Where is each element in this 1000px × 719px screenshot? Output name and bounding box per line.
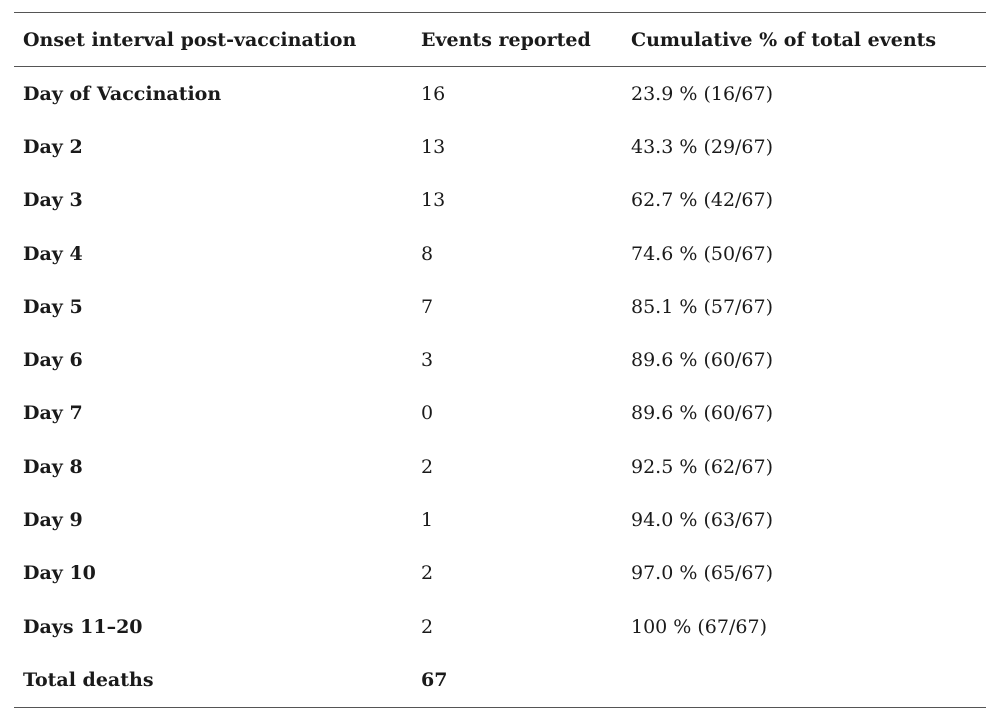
table-row: Day 7 0 89.6 % (60/67) [14,387,986,440]
total-label: Total deaths [23,668,154,691]
table-row: Days 11–20 2 100 % (67/67) [14,600,986,653]
row-interval: Day 9 [23,509,83,532]
row-events: 7 [421,295,434,318]
table-body: Day of Vaccination 16 23.9 % (16/67) Day 2 1… [14,67,986,653]
header-cumulative-percent: Cumulative % of total events [631,28,937,51]
table-top-rule [14,12,986,13]
table-row: Day 4 8 74.6 % (50/67) [14,227,986,280]
row-cumulative: 74.6 % (50/67) [631,242,774,265]
row-events: 1 [421,509,434,532]
row-cumulative: 23.9 % (16/67) [631,82,774,105]
table-row: Day 3 13 62.7 % (42/67) [14,174,986,227]
row-interval: Day of Vaccination [23,82,222,105]
table-row: Day 9 1 94.0 % (63/67) [14,493,986,546]
table-bottom-rule [14,706,986,708]
row-events: 2 [421,455,434,478]
row-cumulative: 92.5 % (62/67) [631,455,774,478]
row-events: 8 [421,242,434,265]
total-events: 67 [421,668,448,691]
row-interval: Day 10 [23,562,96,585]
table-row: Day 6 3 89.6 % (60/67) [14,333,986,386]
table-row: Day of Vaccination 16 23.9 % (16/67) [14,67,986,120]
row-cumulative: 62.7 % (42/67) [631,189,774,212]
row-interval: Day 6 [23,349,83,372]
header-events-reported: Events reported [421,28,591,51]
row-interval: Day 4 [23,242,83,265]
table-row: Day 5 7 85.1 % (57/67) [14,280,986,333]
row-interval: Day 7 [23,402,83,425]
row-interval: Day 5 [23,295,83,318]
row-cumulative: 94.0 % (63/67) [631,509,774,532]
row-events: 2 [421,562,434,585]
row-cumulative: 97.0 % (65/67) [631,562,774,585]
row-cumulative: 100 % (67/67) [631,615,767,638]
row-interval: Day 8 [23,455,83,478]
row-events: 0 [421,402,434,425]
row-cumulative: 89.6 % (60/67) [631,402,774,425]
row-events: 16 [421,82,446,105]
table-header-row: Onset interval post-vaccination Events r… [14,13,986,66]
row-interval: Day 3 [23,189,83,212]
row-cumulative: 89.6 % (60/67) [631,349,774,372]
row-events: 13 [421,189,446,212]
row-interval: Day 2 [23,135,83,158]
onset-interval-table: Onset interval post-vaccination Events r… [14,12,986,708]
header-onset-interval: Onset interval post-vaccination [23,28,357,51]
table-row: Day 2 13 43.3 % (29/67) [14,120,986,173]
row-interval: Days 11–20 [23,615,143,638]
row-events: 13 [421,135,446,158]
row-events: 2 [421,615,434,638]
row-cumulative: 85.1 % (57/67) [631,295,774,318]
table-row: Day 8 2 92.5 % (62/67) [14,440,986,493]
table-header-rule [14,66,986,67]
row-events: 3 [421,349,434,372]
table-row: Day 10 2 97.0 % (65/67) [14,547,986,600]
row-cumulative: 43.3 % (29/67) [631,135,774,158]
table-total-row: Total deaths 67 [14,653,986,706]
